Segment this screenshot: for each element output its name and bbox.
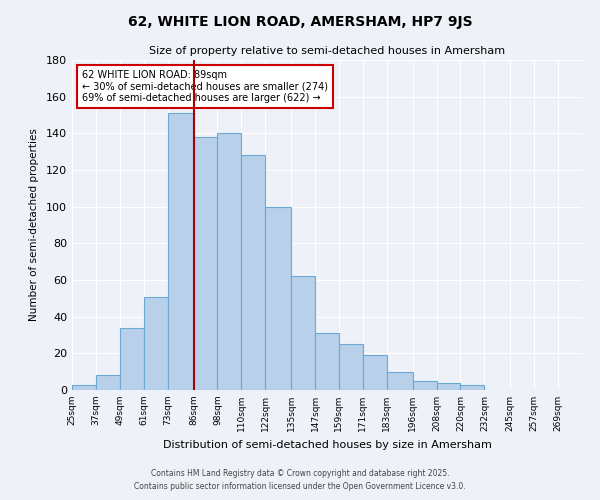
Text: Contains public sector information licensed under the Open Government Licence v3: Contains public sector information licen… xyxy=(134,482,466,491)
Bar xyxy=(387,372,413,390)
Bar xyxy=(217,134,241,390)
Bar xyxy=(194,137,217,390)
Bar xyxy=(437,382,460,390)
X-axis label: Distribution of semi-detached houses by size in Amersham: Distribution of semi-detached houses by … xyxy=(163,440,491,450)
Bar xyxy=(315,333,339,390)
Bar xyxy=(339,344,363,390)
Bar xyxy=(265,206,291,390)
Bar xyxy=(144,296,167,390)
Bar xyxy=(167,113,194,390)
Bar xyxy=(460,384,484,390)
Bar xyxy=(241,156,265,390)
Bar xyxy=(291,276,315,390)
Bar xyxy=(363,355,387,390)
Bar xyxy=(120,328,144,390)
Text: 62, WHITE LION ROAD, AMERSHAM, HP7 9JS: 62, WHITE LION ROAD, AMERSHAM, HP7 9JS xyxy=(128,15,472,29)
Text: 62 WHITE LION ROAD: 89sqm
← 30% of semi-detached houses are smaller (274)
69% of: 62 WHITE LION ROAD: 89sqm ← 30% of semi-… xyxy=(82,70,328,103)
Bar xyxy=(96,376,120,390)
Text: Contains HM Land Registry data © Crown copyright and database right 2025.: Contains HM Land Registry data © Crown c… xyxy=(151,468,449,477)
Y-axis label: Number of semi-detached properties: Number of semi-detached properties xyxy=(29,128,39,322)
Bar xyxy=(72,384,96,390)
Title: Size of property relative to semi-detached houses in Amersham: Size of property relative to semi-detach… xyxy=(149,46,505,56)
Bar xyxy=(413,381,437,390)
